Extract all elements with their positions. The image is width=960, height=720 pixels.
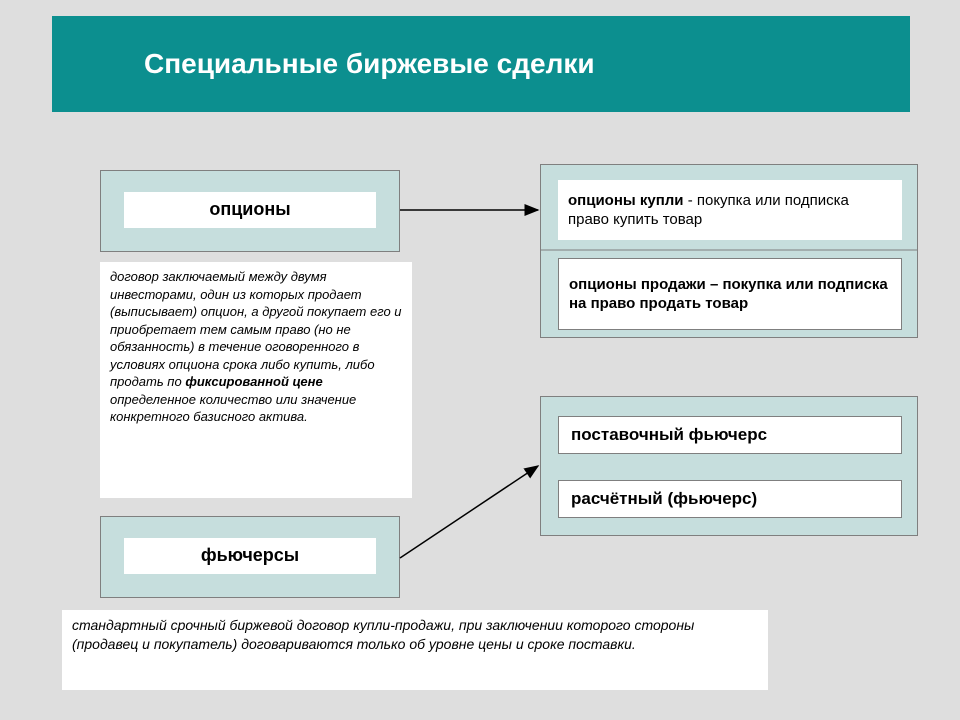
label-deliverable-futures: поставочный фьючерс xyxy=(558,416,902,454)
desc-options: договор заключаемый между двумя инвестор… xyxy=(100,262,412,498)
label-settlement-text: расчётный (фьючерс) xyxy=(571,488,757,510)
label-put-text: опционы продажи – покупка или подписка н… xyxy=(569,275,891,314)
label-call-option: опционы купли - покупка или подписка пра… xyxy=(558,180,902,240)
label-options: опционы xyxy=(124,192,376,228)
title-bar: Специальные биржевые сделки xyxy=(52,16,910,112)
desc-futures: стандартный срочный биржевой договор куп… xyxy=(62,610,768,690)
label-settlement-futures: расчётный (фьючерс) xyxy=(558,480,902,518)
label-futures-text: фьючерсы xyxy=(201,544,299,567)
label-deliverable-text: поставочный фьючерс xyxy=(571,424,767,446)
label-options-text: опционы xyxy=(209,198,290,221)
page-title: Специальные биржевые сделки xyxy=(144,48,595,80)
label-futures: фьючерсы xyxy=(124,538,376,574)
label-call-text: опционы купли - покупка или подписка пра… xyxy=(568,191,892,230)
label-put-option: опционы продажи – покупка или подписка н… xyxy=(558,258,902,330)
desc-futures-text: стандартный срочный биржевой договор куп… xyxy=(72,617,694,652)
